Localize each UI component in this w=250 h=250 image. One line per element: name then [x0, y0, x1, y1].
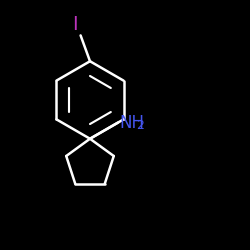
Text: 2: 2: [136, 119, 144, 132]
Text: I: I: [72, 15, 78, 34]
Text: NH: NH: [120, 114, 144, 132]
